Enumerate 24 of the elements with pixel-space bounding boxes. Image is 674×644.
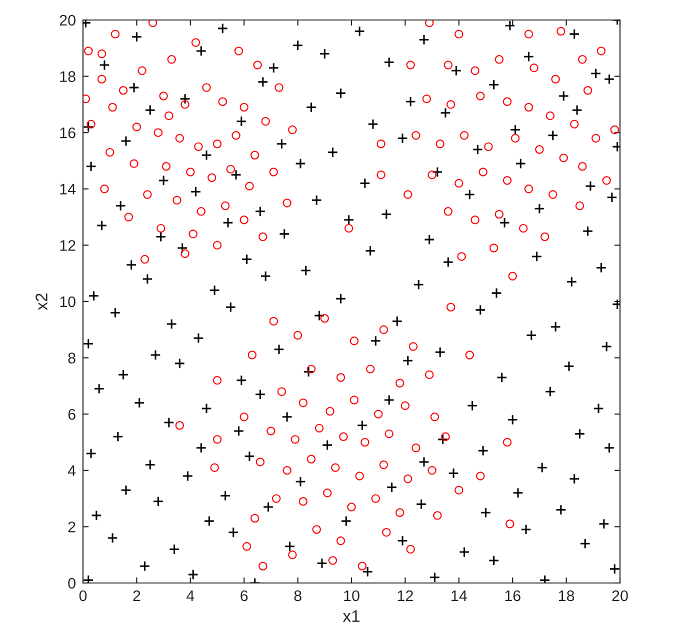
y-tick-label: 20 [60,14,76,26]
x-tick-label: 2 [133,590,140,602]
x-tick-label: 6 [240,590,248,602]
x-tick-label: 4 [186,590,194,602]
y-tick-label: 18 [60,71,76,82]
y-tick-label: 0 [68,578,76,589]
x-tick-label: 14 [452,590,467,602]
y-tick-label: 16 [60,127,76,138]
x-tick-label: 10 [344,590,360,602]
y-tick-label: 6 [68,408,76,420]
x-tick-label: 16 [505,590,520,602]
y-tick-label: 12 [60,240,76,251]
x-tick-label: 18 [558,590,574,602]
y-tick-label: 2 [68,522,76,532]
x-tick-label: 12 [398,590,413,602]
y-tick-label: 8 [68,352,76,364]
y-tick-label: 14 [60,184,76,194]
y-tick-label: 10 [60,296,76,308]
y-tick-label: 4 [68,465,76,476]
x-axis-title: x1 [342,610,360,622]
y-axis-title: x2 [36,294,48,310]
x-tick-label: 0 [79,590,87,602]
x-tick-label: 8 [294,590,302,602]
x-tick-label: 20 [612,590,628,602]
